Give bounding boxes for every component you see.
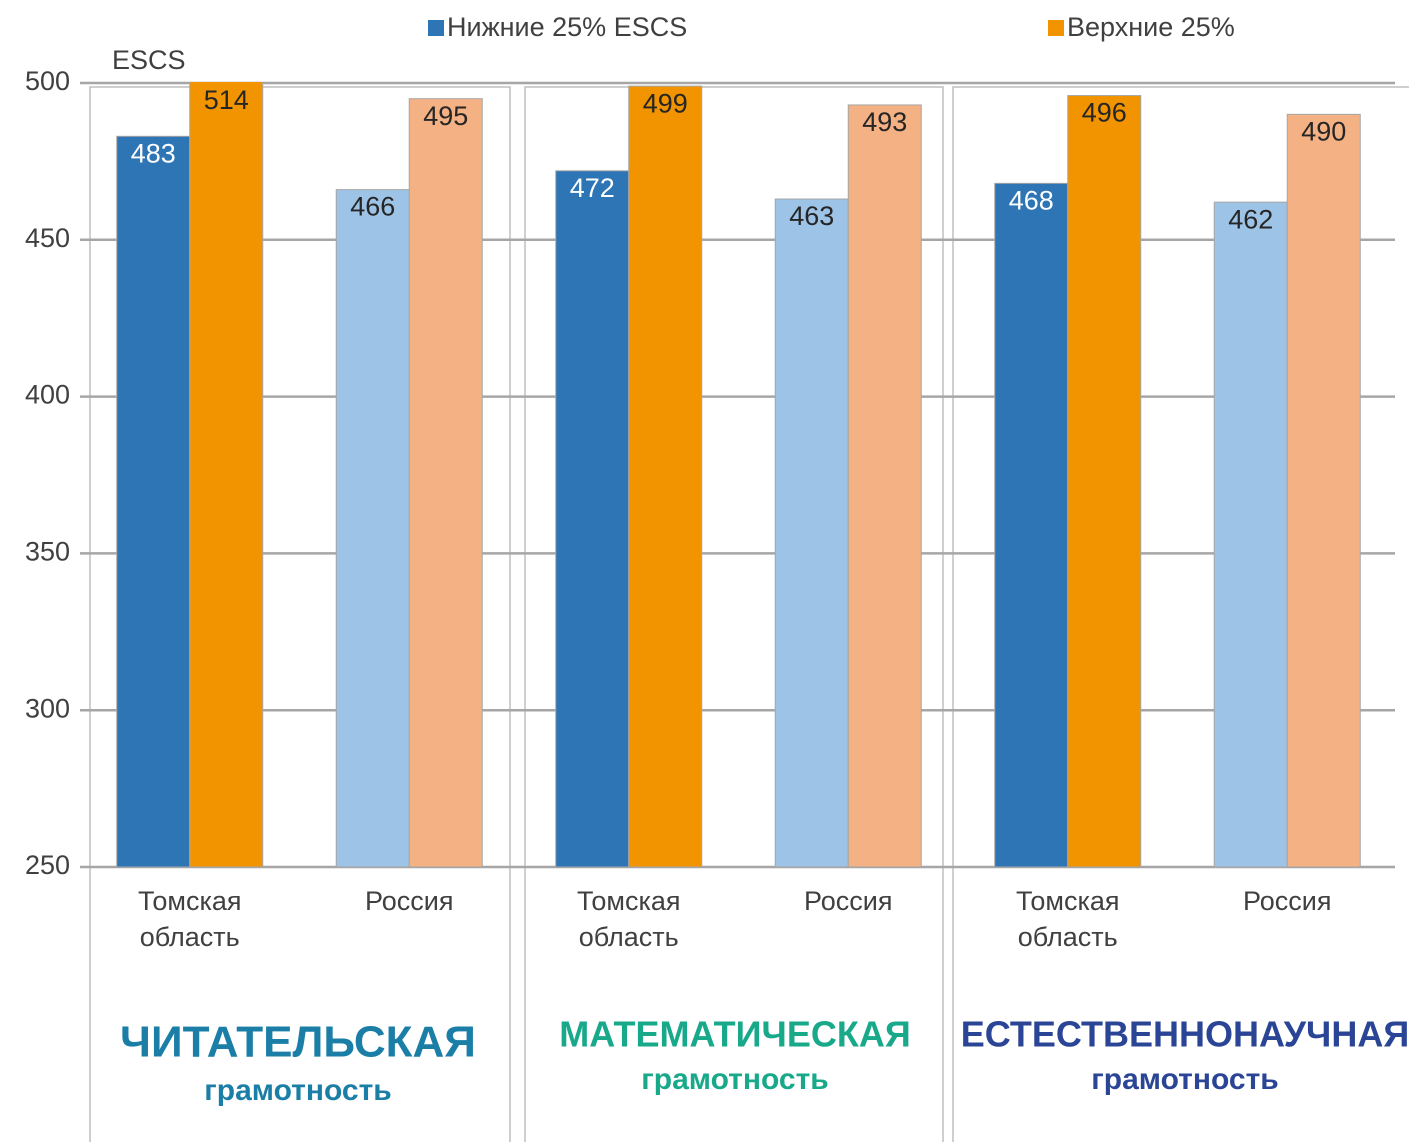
bar bbox=[1213, 201, 1288, 868]
legend-label: Верхние 25% bbox=[1067, 12, 1235, 42]
data-label: 472 bbox=[570, 173, 615, 203]
y-tick-label: 450 bbox=[25, 223, 70, 253]
bar bbox=[847, 104, 922, 868]
bar bbox=[335, 189, 410, 868]
x-tick-label: Россия bbox=[1242, 886, 1332, 916]
data-label: 495 bbox=[423, 101, 468, 131]
x-tick-label: Томская область bbox=[137, 886, 242, 952]
y-tick-label: 400 bbox=[25, 380, 70, 410]
group-subtitle: грамотность bbox=[204, 1074, 391, 1107]
y-tick-label: 300 bbox=[25, 693, 70, 723]
y-tick-label: 350 bbox=[25, 537, 70, 567]
data-label: 466 bbox=[350, 192, 395, 222]
data-label: 483 bbox=[131, 138, 176, 168]
y-tick-label: 250 bbox=[25, 850, 70, 880]
panel bbox=[89, 86, 511, 1142]
bar bbox=[1067, 95, 1142, 868]
bar bbox=[774, 198, 849, 868]
bar bbox=[994, 182, 1069, 868]
data-label: 514 bbox=[204, 85, 249, 115]
panel bbox=[952, 86, 1409, 1142]
group-subtitle: грамотность bbox=[641, 1063, 828, 1096]
group-subtitle: грамотность bbox=[1091, 1063, 1278, 1096]
bar bbox=[408, 98, 483, 868]
data-label: 499 bbox=[643, 88, 688, 118]
bar bbox=[1286, 113, 1361, 868]
data-label: 490 bbox=[1301, 116, 1346, 146]
data-label: 463 bbox=[789, 201, 834, 231]
x-tick-label: Томская область bbox=[1015, 886, 1120, 952]
bar bbox=[189, 82, 264, 868]
x-tick-label: Россия bbox=[364, 886, 454, 916]
legend-label: Нижние 25% ESCS bbox=[447, 12, 687, 42]
legend-swatch bbox=[1048, 20, 1064, 36]
legend-swatch bbox=[428, 20, 444, 36]
panel bbox=[524, 86, 944, 1142]
bar bbox=[116, 135, 191, 868]
y-tick-label: 500 bbox=[25, 66, 70, 96]
x-tick-label: Россия bbox=[803, 886, 893, 916]
group-title: МАТЕМАТИЧЕСКАЯ bbox=[559, 1014, 910, 1055]
group-title: ЧИТАТЕЛЬСКАЯ bbox=[120, 1018, 476, 1067]
bar bbox=[628, 85, 703, 868]
data-label: 468 bbox=[1009, 185, 1054, 215]
bars bbox=[116, 82, 1361, 868]
legend-note: ESCS bbox=[112, 45, 186, 75]
bar bbox=[555, 170, 630, 868]
data-label: 493 bbox=[862, 107, 907, 137]
data-label: 496 bbox=[1082, 98, 1127, 128]
group-title: ЕСТЕСТВЕННОНАУЧНАЯ bbox=[961, 1014, 1409, 1055]
data-label: 462 bbox=[1228, 204, 1273, 234]
x-tick-label: Томская область bbox=[576, 886, 681, 952]
